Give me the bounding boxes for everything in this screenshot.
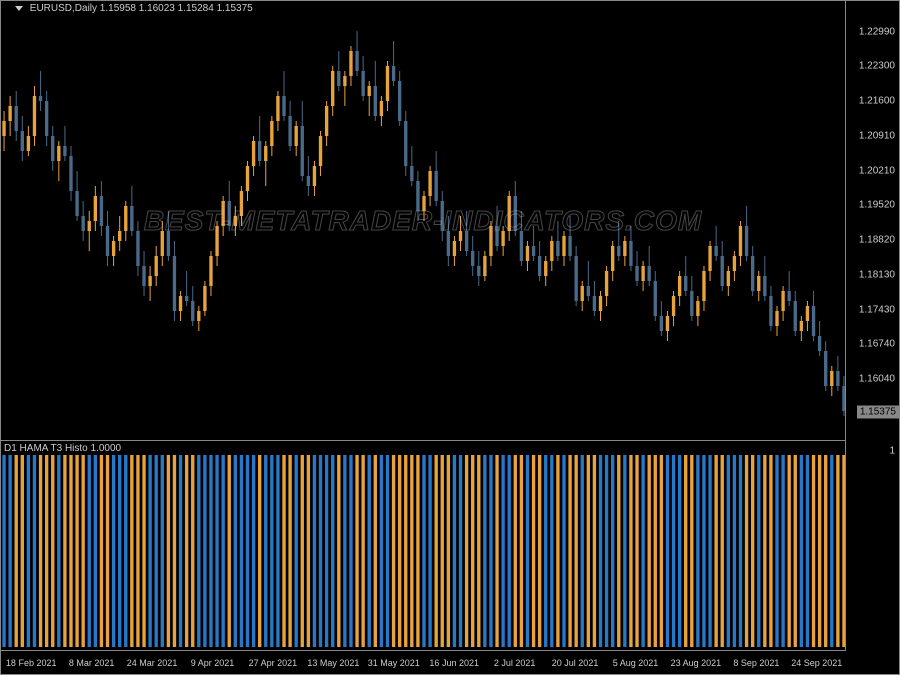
- indicator-svg: [1, 441, 847, 651]
- symbol-label: EURUSD,Daily: [30, 3, 97, 14]
- indicator-title: D1 HAMA T3 Histo 1.0000: [4, 443, 121, 454]
- price-tick-label: 1.18130: [859, 269, 895, 280]
- price-tick-label: 1.20210: [859, 165, 895, 176]
- time-tick-label: 20 Jul 2021: [552, 658, 599, 668]
- price-tick-label: 1.20910: [859, 130, 895, 141]
- price-chart-area[interactable]: BEST-METATRADER-INDICATORS.COM: [1, 1, 845, 441]
- time-tick-label: 31 May 2021: [368, 658, 420, 668]
- time-tick-label: 8 Mar 2021: [69, 658, 115, 668]
- chart-container: EURUSD,Daily 1.15958 1.16023 1.15284 1.1…: [0, 0, 900, 675]
- time-tick-label: 24 Mar 2021: [127, 658, 178, 668]
- time-tick-label: 13 May 2021: [307, 658, 359, 668]
- indicator-area[interactable]: [1, 441, 845, 651]
- price-tick-label: 1.22990: [859, 26, 895, 37]
- time-tick-label: 18 Feb 2021: [6, 658, 57, 668]
- price-tick-label: 1.21600: [859, 96, 895, 107]
- time-tick-label: 27 Apr 2021: [249, 658, 298, 668]
- time-tick-label: 24 Sep 2021: [791, 658, 842, 668]
- ohlc-label: 1.15958 1.16023 1.15284 1.15375: [100, 3, 253, 14]
- time-tick-label: 16 Jun 2021: [429, 658, 479, 668]
- current-price-badge: 1.15375: [857, 406, 899, 419]
- price-tick-label: 1.19520: [859, 200, 895, 211]
- time-tick-label: 8 Sep 2021: [733, 658, 779, 668]
- price-tick-label: 1.16740: [859, 339, 895, 350]
- price-tick-label: 1.22300: [859, 61, 895, 72]
- price-axis: 1.22990 1.22300 1.21600 1.20910 1.20210 1.195…: [845, 1, 899, 441]
- time-tick-label: 2 Jul 2021: [494, 658, 536, 668]
- time-axis: 18 Feb 2021 8 Mar 2021 24 Mar 2021 9 Apr 20…: [1, 650, 845, 674]
- time-tick-label: 23 Aug 2021: [671, 658, 722, 668]
- indicator-axis-label: 1: [889, 446, 895, 457]
- dropdown-icon[interactable]: [15, 6, 23, 11]
- indicator-axis: 1: [845, 441, 899, 651]
- chart-title: EURUSD,Daily 1.15958 1.16023 1.15284 1.1…: [15, 3, 253, 14]
- time-tick-label: 5 Aug 2021: [613, 658, 659, 668]
- watermark-text: BEST-METATRADER-INDICATORS.COM: [144, 205, 702, 237]
- price-tick-label: 1.18820: [859, 235, 895, 246]
- price-tick-label: 1.16040: [859, 374, 895, 385]
- price-chart-panel[interactable]: EURUSD,Daily 1.15958 1.16023 1.15284 1.1…: [1, 1, 899, 441]
- indicator-panel[interactable]: D1 HAMA T3 Histo 1.0000 1: [1, 441, 899, 651]
- time-tick-label: 9 Apr 2021: [191, 658, 235, 668]
- price-tick-label: 1.17430: [859, 304, 895, 315]
